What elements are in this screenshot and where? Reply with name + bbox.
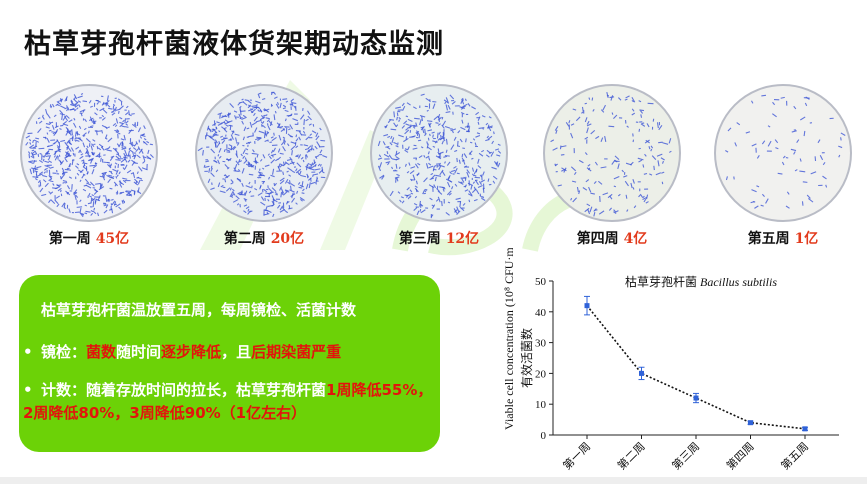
petri-dish-week2	[193, 82, 335, 224]
petri-dish-week5	[712, 82, 854, 224]
petri-dish-week4	[541, 82, 683, 224]
petri-dish-week3	[368, 82, 510, 224]
data-point	[584, 303, 590, 309]
x-tick-label: 第二周	[614, 439, 647, 472]
y-axis-label-en: Viable cell concentration (10⁸ CFU·mL⁻¹)	[502, 248, 516, 430]
summary-count: • 计数：随着存放时间的拉长，枯草芽孢杆菌1周降低55%，2周降低80%，3周降低…	[23, 381, 433, 422]
summary-panel: 枯草芽孢杆菌温放置五周，每周镜检、活菌计数 • 镜检：菌数随时间逐步降低，且后期染…	[19, 275, 440, 452]
week5-caption: 第五周 1亿	[747, 231, 819, 247]
y-tick-label: 20	[535, 368, 547, 380]
data-point	[639, 370, 644, 376]
y-tick-label: 50	[535, 276, 547, 288]
y-tick-label: 30	[535, 338, 547, 350]
series-line	[586, 305, 806, 430]
data-point	[802, 426, 808, 432]
y-tick-label: 0	[541, 430, 547, 442]
week4-caption: 第四周 4亿	[576, 231, 648, 247]
y-tick-label: 40	[535, 307, 547, 319]
x-tick-label: 第四周	[723, 439, 756, 472]
chart-title: 枯草芽孢杆菌 Bacillus subtilis	[625, 274, 777, 289]
y-tick-label: 10	[535, 399, 547, 411]
data-point	[748, 420, 753, 426]
summary-microscopy: • 镜检：菌数随时间逐步降低，且后期染菌严重	[23, 343, 342, 361]
bottom-band	[0, 477, 867, 484]
viability-line-chart: 枯草芽孢杆菌 Bacillus subtilis Viable cell con…	[502, 248, 839, 472]
week1-caption: 第一周 45亿	[48, 231, 130, 247]
summary-intro: 枯草芽孢杆菌温放置五周，每周镜检、活菌计数	[41, 301, 357, 319]
y-axis-label-cn: 有效活菌数	[519, 328, 534, 388]
page-title: 枯草芽孢杆菌液体货架期动态监测	[24, 29, 444, 60]
week3-caption: 第三周 12亿	[398, 231, 480, 247]
x-tick-label: 第三周	[669, 439, 702, 472]
data-point	[693, 395, 699, 401]
x-tick-label: 第五周	[778, 439, 811, 472]
petri-dish-week1	[18, 82, 160, 224]
week2-caption: 第二周 20亿	[223, 231, 305, 247]
x-tick-label: 第一周	[560, 439, 593, 472]
